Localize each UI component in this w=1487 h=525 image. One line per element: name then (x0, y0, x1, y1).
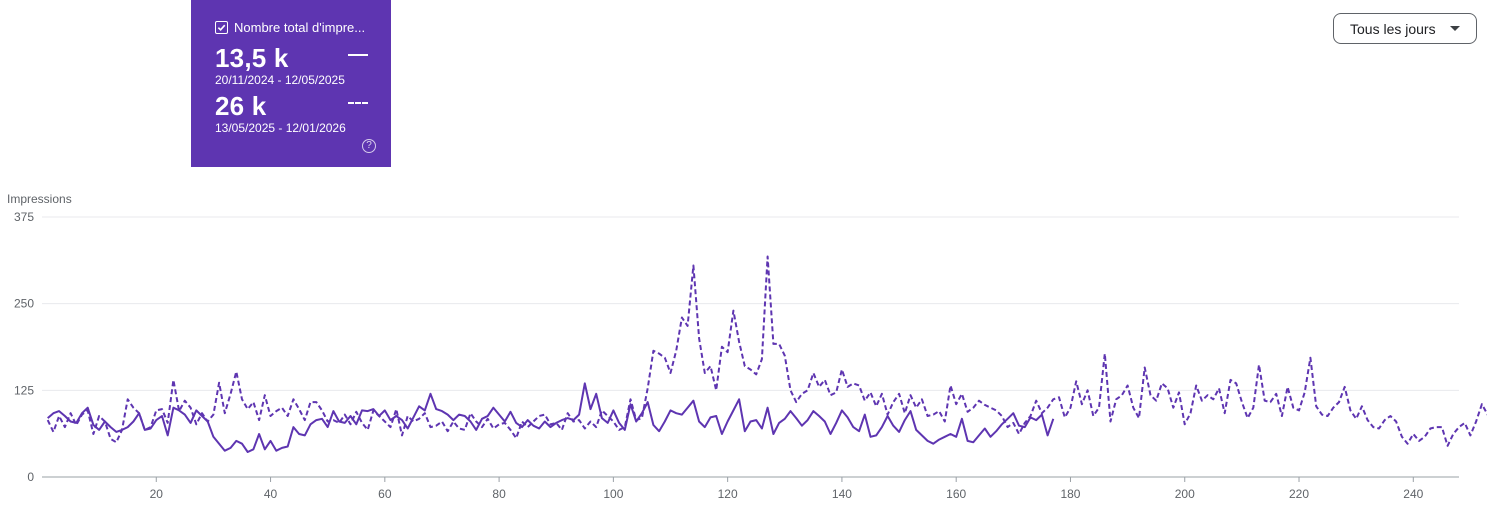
date-range-period-2: 13/05/2025 - 12/01/2026 (215, 121, 346, 135)
series-lines (46, 255, 1487, 453)
date-granularity-dropdown[interactable]: Tous les jours (1333, 13, 1477, 44)
x-axis-ticks: 20 40 60 80 100 120 140 160 180 200 220 240 (150, 477, 1424, 501)
y-tick-label: 125 (14, 383, 34, 397)
solid-line-legend-icon (348, 54, 368, 56)
checkbox-checked-icon[interactable] (215, 21, 228, 34)
x-tick-label: 100 (603, 487, 623, 501)
metric-value-period-1: 13,5 k (215, 43, 289, 73)
series-line-1 (47, 382, 1055, 453)
metric-period-2: 26 k 13/05/2025 - 12/01/2026 (215, 91, 368, 135)
x-tick-label: 140 (832, 487, 852, 501)
y-axis-ticks: 0 125 250 375 (14, 210, 34, 484)
metric-label: Nombre total d'impre... (234, 20, 366, 35)
x-tick-label: 80 (492, 487, 506, 501)
y-axis-label: Impressions (7, 192, 72, 206)
impressions-metric-card[interactable]: Nombre total d'impre... 13,5 k 20/11/202… (191, 0, 391, 167)
x-tick-label: 240 (1403, 487, 1423, 501)
metric-value-period-2: 26 k (215, 91, 267, 121)
help-icon[interactable]: ? (362, 139, 376, 153)
dropdown-label: Tous les jours (1350, 20, 1436, 37)
y-tick-label: 0 (27, 470, 34, 484)
metric-period-1: 13,5 k 20/11/2024 - 12/05/2025 (215, 43, 368, 87)
x-tick-label: 120 (718, 487, 738, 501)
y-tick-label: 250 (14, 297, 34, 311)
x-tick-label: 180 (1060, 487, 1080, 501)
metric-header[interactable]: Nombre total d'impre... (215, 20, 367, 35)
caret-down-icon (1450, 26, 1460, 31)
date-range-period-1: 20/11/2024 - 12/05/2025 (215, 73, 345, 87)
impressions-line-chart: Impressions 0 125 250 375 20 40 60 80 100 120 140… (7, 192, 1487, 501)
series-line-2 (46, 255, 1487, 447)
x-tick-label: 200 (1175, 487, 1195, 501)
x-tick-label: 220 (1289, 487, 1309, 501)
dashed-line-legend-icon (348, 102, 368, 104)
x-tick-label: 20 (150, 487, 164, 501)
x-tick-label: 40 (264, 487, 278, 501)
checkmark-icon (217, 24, 226, 32)
x-tick-label: 60 (378, 487, 392, 501)
y-tick-label: 375 (14, 210, 34, 224)
x-tick-label: 160 (946, 487, 966, 501)
grid-lines (42, 216, 1459, 478)
